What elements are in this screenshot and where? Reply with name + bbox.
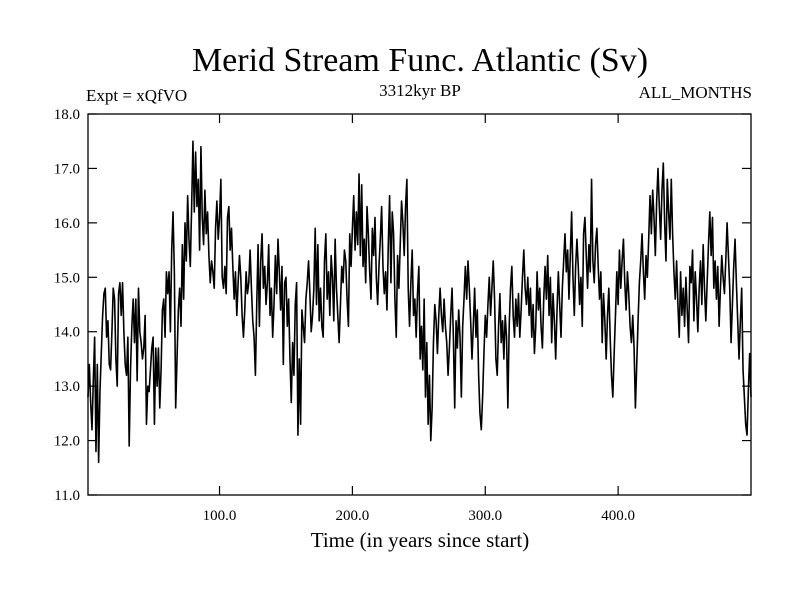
chart-title: Merid Stream Func. Atlantic (Sv) [192, 42, 648, 79]
experiment-label: Expt = xQfVO [86, 86, 187, 105]
x-tick-label: 300.0 [468, 508, 502, 524]
y-tick-label: 14.0 [54, 325, 80, 341]
y-tick-label: 15.0 [54, 270, 80, 286]
period-label: 3312kyr BP [379, 81, 461, 100]
x-axis-label: Time (in years since start) [311, 528, 530, 552]
y-tick-label: 18.0 [54, 107, 80, 123]
x-tick-label: 100.0 [203, 508, 237, 524]
y-tick-label: 17.0 [54, 161, 80, 177]
y-tick-label: 16.0 [54, 216, 80, 232]
y-tick-label: 12.0 [54, 434, 80, 450]
axis-tick-labels: 100.0 200.0 300.0 400.0 11.0 12.0 13.0 14.0 15.0… [54, 107, 635, 524]
months-label: ALL_MONTHS [639, 83, 752, 102]
series-line [87, 140, 752, 464]
x-tick-label: 200.0 [336, 508, 370, 524]
x-tick-label: 400.0 [601, 508, 635, 524]
plot-frame [87, 113, 752, 496]
y-tick-label: 13.0 [54, 379, 80, 395]
y-tick-label: 11.0 [54, 488, 80, 504]
